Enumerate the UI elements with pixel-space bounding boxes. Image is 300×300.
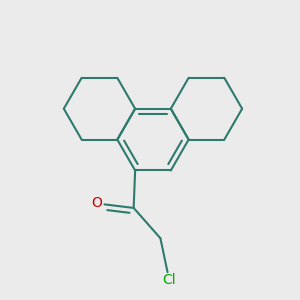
Text: O: O xyxy=(92,196,102,210)
Text: Cl: Cl xyxy=(162,273,176,286)
